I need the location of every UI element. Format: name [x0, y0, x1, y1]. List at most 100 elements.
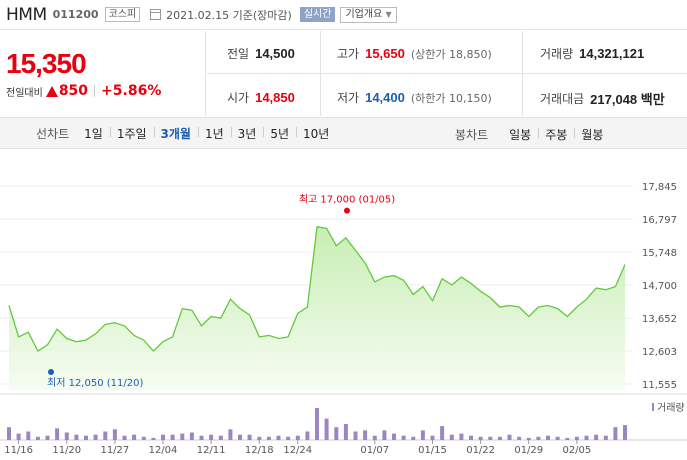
change-amount: 850	[58, 83, 89, 99]
x-tick-label: 02/05	[562, 445, 591, 456]
y-tick-label: 15,748	[642, 248, 677, 259]
volume-bar	[228, 429, 233, 440]
volume-bar	[122, 435, 127, 440]
volume-bar	[594, 434, 599, 440]
high-price: 고가 15,650 (상한가 18,850)	[337, 45, 492, 62]
volume-label: 거래량	[540, 47, 574, 61]
period-10y[interactable]: 10년	[296, 125, 336, 142]
company-info-label: 기업개요	[345, 8, 383, 20]
volume-bar	[401, 435, 406, 440]
volume-bar	[218, 435, 223, 440]
volume-bar	[35, 436, 40, 440]
x-tick-label: 12/24	[283, 445, 312, 456]
min-label: 최저 12,050 (11/20)	[47, 377, 143, 389]
volume-bar	[449, 434, 454, 440]
stock-header: HMM 011200 코스피 2021.02.15 기준(장마감) 실시간 기업…	[0, 0, 687, 30]
volume-bar	[334, 427, 339, 440]
volume-bar	[469, 435, 473, 440]
volume-bar	[93, 434, 98, 440]
volume-bar	[363, 430, 368, 440]
candle-daily[interactable]: 일봉	[509, 128, 532, 142]
y-tick-label: 13,652	[642, 314, 677, 325]
upper-limit: (상한가 18,850)	[410, 47, 492, 61]
quote-date: 2021.02.15 기준(장마감)	[166, 8, 292, 22]
period-1w[interactable]: 1주일	[109, 125, 154, 142]
trade-amount: 거래대금 217,048 백만	[540, 89, 665, 108]
period-5y[interactable]: 5년	[263, 125, 296, 142]
amount-label: 거래대금	[540, 92, 585, 106]
volume-bar	[382, 430, 387, 440]
volume-bar	[478, 436, 483, 440]
high-value: 15,650	[365, 46, 405, 61]
volume-bar	[74, 434, 79, 440]
volume-bar	[26, 431, 31, 440]
volume-bar	[103, 431, 108, 440]
y-tick-label: 17,845	[642, 182, 677, 193]
volume-bar	[199, 435, 204, 440]
volume: 거래량 14,321,121	[540, 45, 644, 62]
company-info-dropdown[interactable]: 기업개요 ▼	[340, 6, 397, 23]
realtime-button[interactable]: 실시간	[299, 7, 336, 22]
low-label: 저가	[337, 91, 360, 105]
volume-bar	[257, 436, 262, 440]
max-marker	[344, 207, 350, 214]
volume-bar	[488, 436, 493, 440]
volume-bar	[266, 436, 271, 440]
divider	[94, 85, 96, 97]
volume-bar	[276, 435, 281, 440]
change-label: 전일대비	[6, 87, 43, 99]
volume-bar	[584, 435, 589, 440]
volume-bar	[546, 435, 550, 440]
volume-bar	[565, 437, 570, 440]
volume-bar	[170, 434, 175, 440]
calendar-icon	[150, 9, 162, 20]
stock-name: HMM	[6, 4, 47, 25]
candle-weekly[interactable]: 주봉	[538, 126, 574, 143]
period-1y[interactable]: 1년	[197, 125, 231, 142]
amount-value: 217,048 백만	[590, 92, 665, 107]
lower-limit: (하한가 10,150)	[410, 91, 492, 105]
volume-bar	[295, 435, 300, 440]
volume-bar	[141, 436, 146, 440]
y-tick-label: 16,797	[642, 215, 677, 226]
volume-bar	[112, 429, 117, 440]
high-label: 고가	[337, 47, 360, 61]
volume-bar	[151, 437, 156, 440]
volume-bar	[189, 432, 194, 440]
volume-bar	[420, 430, 425, 440]
candle-options: 봉차트 일봉 주봉 월봉	[455, 126, 610, 143]
price-change: 전일대비 850 +5.86%	[6, 83, 161, 99]
volume-legend-swatch	[652, 403, 654, 411]
min-marker	[48, 369, 54, 375]
x-tick-label: 12/11	[197, 445, 226, 456]
period-3y[interactable]: 3년	[230, 125, 264, 142]
period-1d[interactable]: 1일	[84, 126, 103, 141]
volume-bar	[238, 434, 242, 440]
x-tick-label: 11/27	[100, 445, 129, 456]
volume-bar	[64, 432, 69, 440]
quote-stats: 전일 14,500 고가 15,650 (상한가 18,850) 거래량 14,…	[207, 31, 687, 116]
volume-bar	[526, 437, 531, 440]
stock-code: 011200	[52, 8, 99, 21]
volume-bar	[440, 426, 445, 440]
volume-bar	[574, 436, 579, 440]
period-bar: 선차트 1일 1주일 3개월 1년 3년 5년 10년 봉차트 일봉 주봉 월봉	[0, 117, 687, 149]
up-triangle-icon	[45, 85, 58, 97]
x-tick-label: 01/15	[418, 445, 447, 456]
candle-monthly[interactable]: 월봉	[574, 126, 610, 143]
period-3m[interactable]: 3개월	[153, 125, 198, 142]
y-tick-label: 12,603	[642, 347, 677, 358]
volume-bar	[315, 408, 319, 440]
price-box: 15,350 전일대비 850 +5.86%	[0, 31, 206, 116]
volume-bar	[372, 435, 377, 440]
open-price: 시가 14,850	[227, 89, 295, 106]
x-tick-label: 01/22	[466, 445, 495, 456]
prev-label: 전일	[227, 47, 250, 61]
volume-bar	[623, 425, 627, 440]
volume-bar	[459, 433, 464, 440]
volume-bar	[16, 433, 21, 440]
price-area	[9, 226, 625, 390]
volume-bar	[209, 434, 214, 440]
price-chart[interactable]: 17,845 16,797 15,748 14,700 13,652 12,603 11,5…	[0, 150, 687, 460]
volume-bar	[392, 433, 396, 440]
